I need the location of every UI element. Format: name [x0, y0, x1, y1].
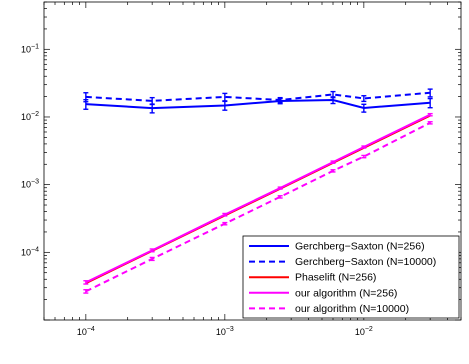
legend: Gerchberg−Saxton (N=256) Gerchberg−Saxton…	[242, 235, 460, 319]
x-tick-label: 10−2	[355, 326, 373, 337]
legend-label: Phaselift (N=256)	[295, 272, 376, 284]
legend-label: Gerchberg−Saxton (N=10000)	[295, 256, 436, 268]
legend-label: our algorithm (N=10000)	[295, 303, 409, 315]
series-1	[83, 88, 433, 106]
legend-label: our algorithm (N=256)	[295, 287, 397, 299]
tick-layer: 10−4 10−3 10−2 10−4 10−3 10−2 10−1	[21, 1, 462, 337]
y-tick-label: 10−1	[21, 43, 39, 54]
plot-frame	[43, 1, 462, 321]
series-3	[83, 112, 433, 285]
y-tick-label: 10−4	[21, 246, 39, 257]
x-tick-label: 10−3	[216, 326, 234, 337]
legend-label: Gerchberg−Saxton (N=256)	[295, 241, 425, 253]
y-tick-label: 10−2	[21, 111, 39, 122]
y-tick-label: 10−3	[21, 179, 39, 190]
x-tick-label: 10−4	[77, 326, 95, 337]
series-4	[83, 121, 433, 294]
series-layer	[83, 88, 433, 294]
